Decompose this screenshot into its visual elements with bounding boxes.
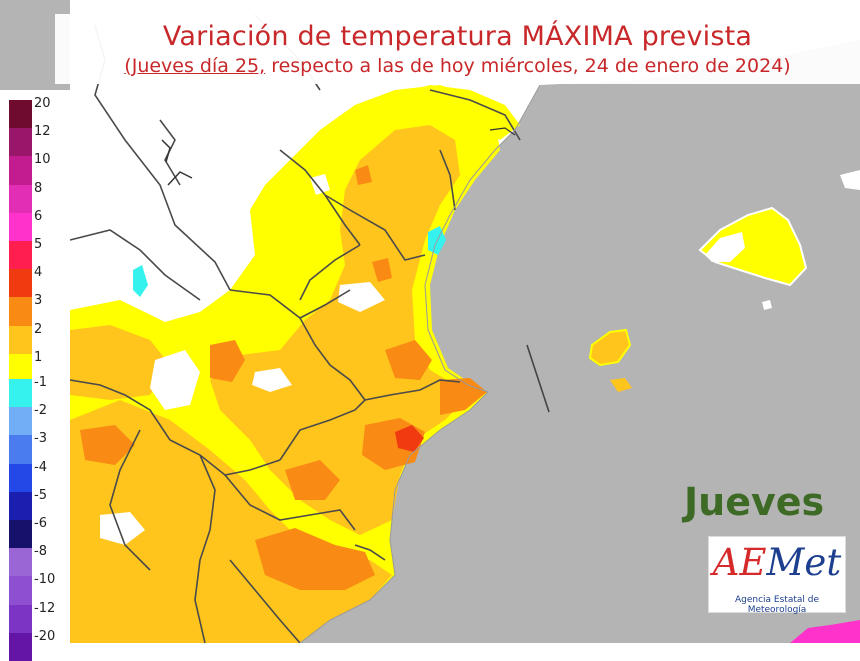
legend-swatch	[9, 407, 32, 436]
legend-label: 4	[34, 265, 43, 281]
coastline	[299, 84, 541, 643]
legend-swatch	[9, 128, 32, 157]
legend-swatch	[9, 491, 32, 521]
zone-plus3-f	[80, 425, 135, 465]
logo-letter-m: M	[766, 541, 805, 584]
reservoir-1	[167, 171, 193, 186]
legend-label: -20	[34, 628, 56, 644]
hole-d	[100, 512, 145, 545]
island-menorca	[840, 170, 860, 190]
subtitle-date-part: (Jueves día 25,	[124, 55, 266, 77]
legend-label: -4	[34, 459, 47, 475]
day-label: Jueves	[684, 480, 825, 524]
legend-label: 10	[34, 152, 51, 168]
legend-swatch	[9, 604, 32, 634]
map-subtitle: (Jueves día 25, respecto a las de hoy mi…	[55, 54, 860, 78]
legend-label: 3	[34, 293, 43, 309]
legend-label: -6	[34, 516, 47, 531]
zone-plus3-h	[372, 258, 392, 282]
legend-swatch	[9, 353, 32, 383]
logo-letter-e2: e	[804, 541, 827, 584]
subtitle-rest: respecto a las de hoy miércoles, 24 de e…	[265, 55, 791, 77]
zone-plus3-g	[285, 460, 340, 500]
color-legend: 20 12 10 8 6 5 4 3 2 1 -1 -2 -3 -4 -5 -6 -8 -10 -12 -20	[0, 90, 70, 661]
zone-plus3-b	[385, 340, 432, 380]
legend-label: -8	[34, 544, 47, 560]
island-formentera	[610, 378, 632, 392]
legend-label: -3	[34, 431, 47, 447]
zone-plus4	[395, 425, 424, 452]
legend-swatch	[9, 520, 32, 549]
legend-label: -1	[34, 375, 47, 390]
legend-swatch	[9, 548, 32, 577]
island-mallorca	[698, 206, 808, 287]
legend-label: 20	[34, 96, 51, 111]
legend-swatch	[9, 269, 32, 298]
legend-label: -12	[34, 600, 56, 616]
aemet-logo-wordmark: AEMet	[709, 541, 845, 585]
legend-label: 1	[34, 349, 43, 365]
island-mallorca-white	[705, 232, 745, 262]
legend-swatch	[9, 297, 32, 327]
zone-plus3-a	[210, 340, 245, 382]
logo-letter-e: E	[739, 541, 767, 584]
legend-swatch	[9, 212, 32, 242]
aemet-logo-subtitle: Agencia Estatal de Meteorología	[734, 595, 819, 615]
hole-e	[310, 174, 330, 195]
title-banner: Variación de temperatura MÁXIMA prevista…	[55, 14, 860, 84]
hole-a	[338, 282, 385, 312]
legend-swatch	[9, 241, 32, 270]
zone-plus3-i	[355, 165, 372, 185]
reservoir-2	[161, 139, 171, 163]
legend-swatch	[9, 184, 32, 214]
zone-plus3-e	[255, 528, 375, 590]
hole-b	[252, 368, 292, 392]
legend-swatch	[9, 463, 32, 493]
legend-label: 8	[34, 180, 43, 196]
legend-label: 5	[34, 237, 43, 252]
legend-swatch	[9, 156, 32, 186]
legend-label: 2	[34, 321, 43, 337]
island-cabrera	[762, 300, 772, 310]
legend-label: -10	[34, 572, 56, 588]
river-ebro-delta	[489, 127, 516, 136]
legend-swatch	[9, 100, 32, 129]
logo-letter-a: A	[712, 541, 740, 584]
zone-minus1-b	[133, 265, 148, 297]
legend-swatch	[9, 379, 32, 408]
map-title: Variación de temperatura MÁXIMA prevista	[162, 21, 753, 52]
legend-label: -2	[34, 403, 47, 419]
legend-swatch	[9, 325, 32, 355]
map-canvas	[0, 0, 860, 643]
logo-letter-t: t	[826, 541, 842, 584]
zone-plus2-west	[70, 325, 170, 400]
aemet-logo: AEMet Agencia Estatal de Meteorología	[708, 536, 846, 615]
hole-c	[150, 350, 200, 410]
legend-label: 12	[34, 124, 51, 140]
sea-line	[526, 344, 550, 413]
zone-plus1-coast-north	[380, 85, 520, 140]
legend-swatch	[9, 632, 32, 661]
zone-corner-se	[790, 620, 860, 643]
legend-label: 6	[34, 208, 43, 224]
legend-swatch	[9, 576, 32, 606]
island-ibiza	[588, 328, 632, 367]
legend-label: -5	[34, 487, 47, 503]
legend-swatch	[9, 435, 32, 465]
